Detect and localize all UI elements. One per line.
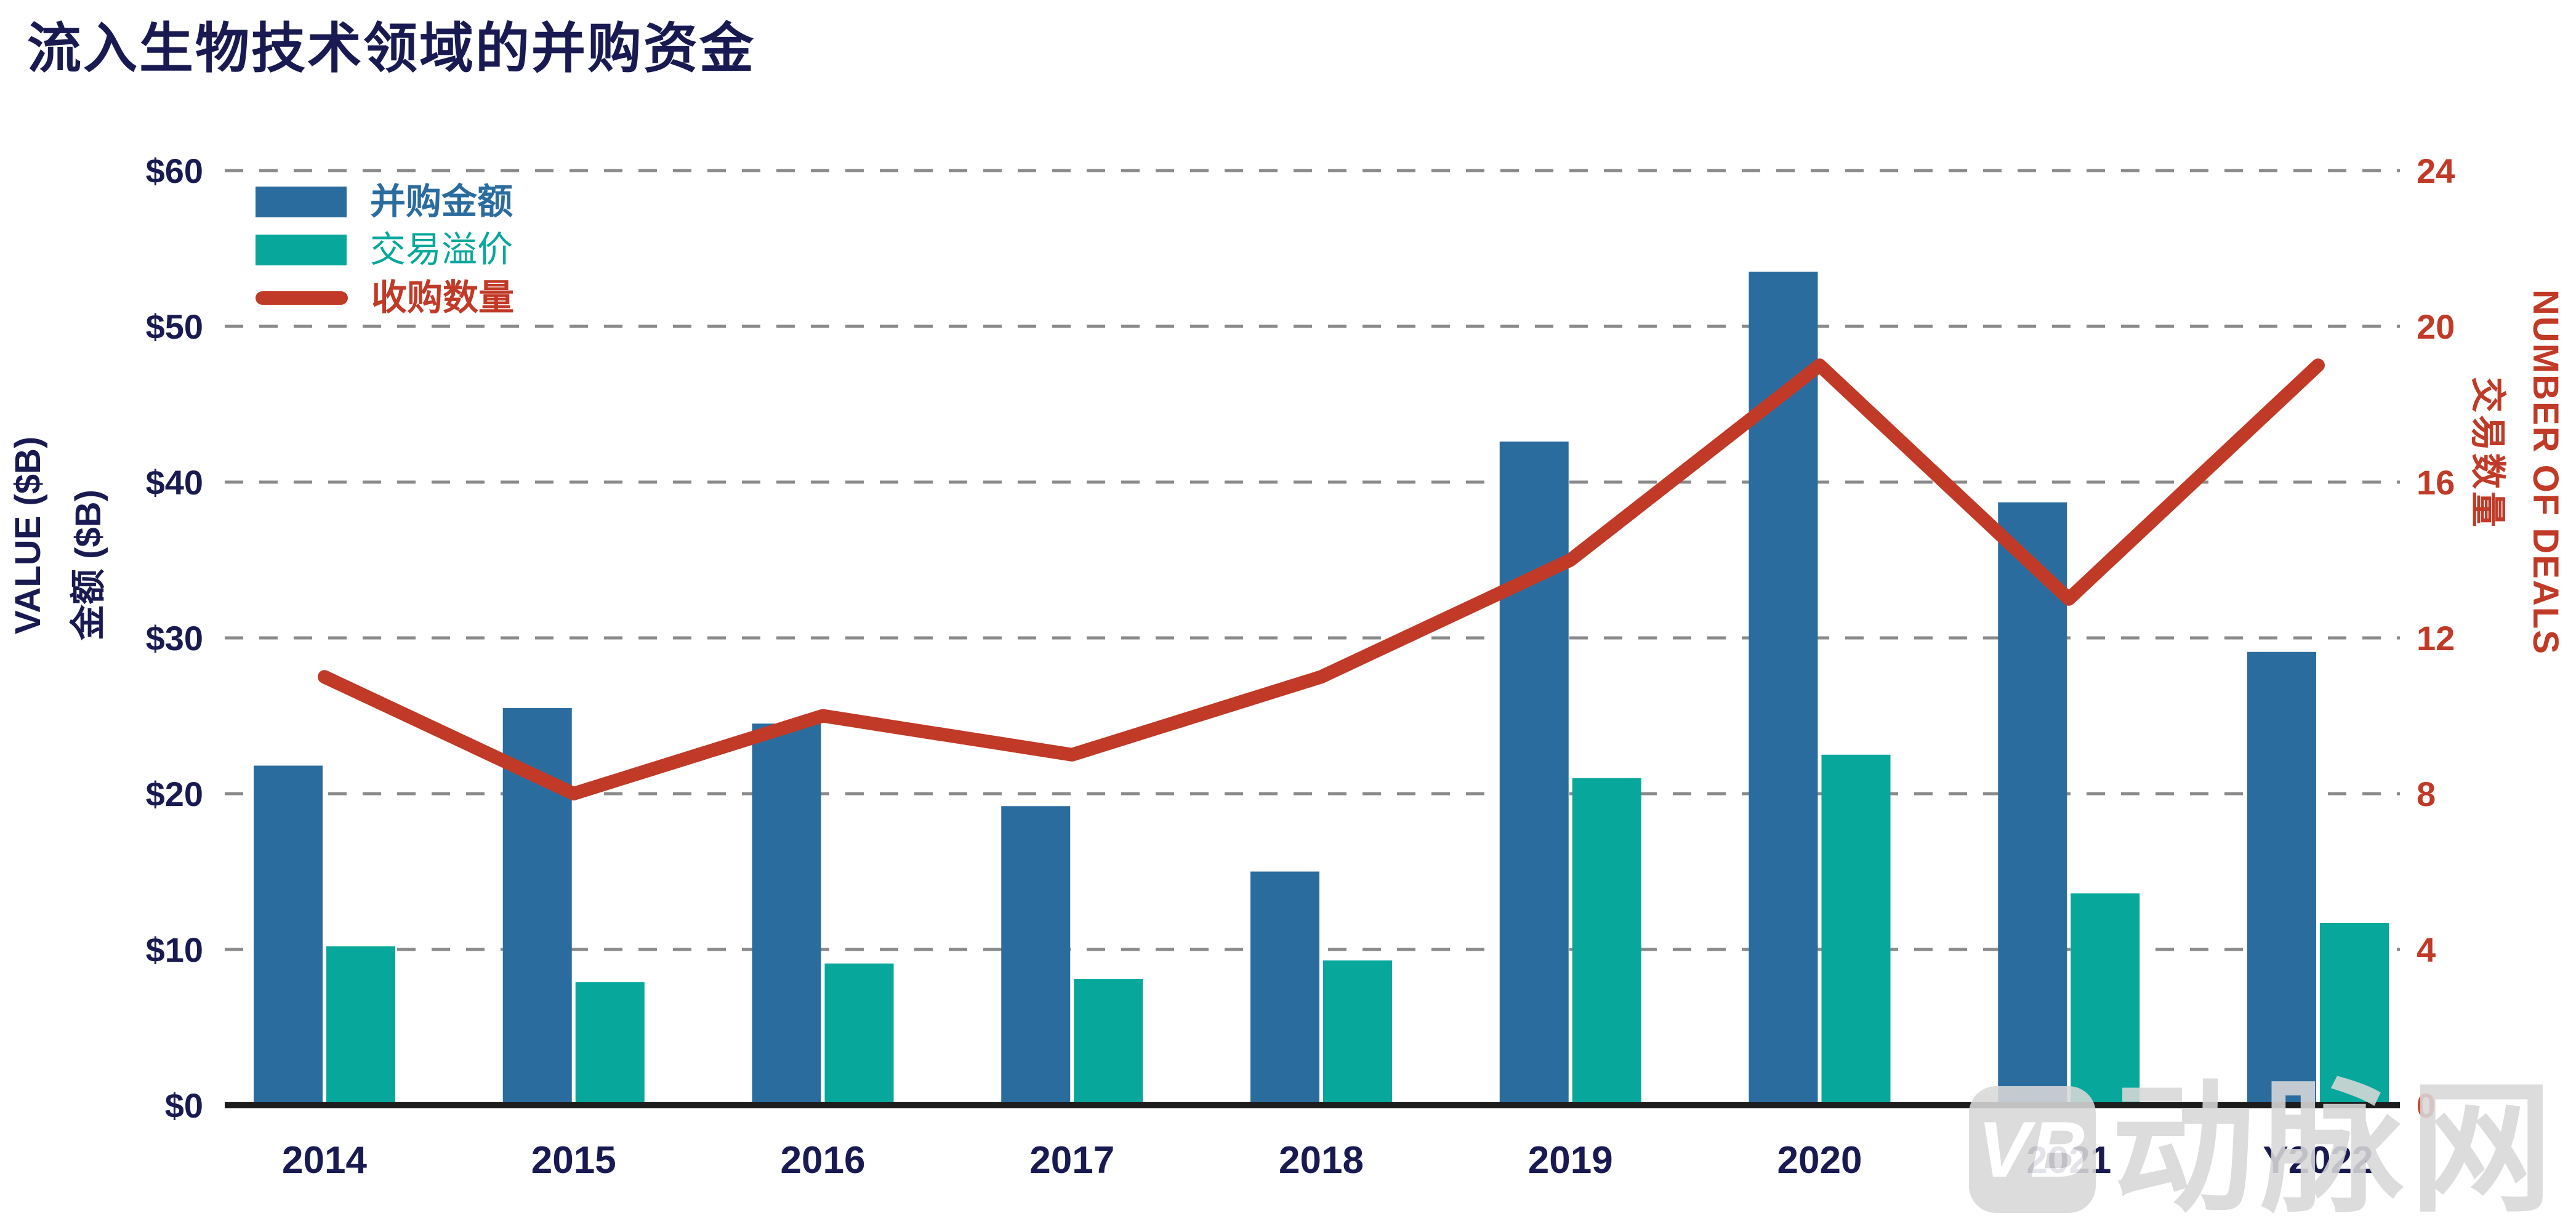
page-title: 流入生物技术领域的并购资金	[27, 18, 756, 79]
right-tick-label: 0	[2417, 1086, 2436, 1125]
bar-value-2019	[1499, 441, 1569, 1105]
bar-premium-2019	[1572, 778, 1641, 1105]
legend-label: 交易溢价	[370, 230, 513, 270]
legend-item-0: 并购金额	[256, 182, 514, 222]
legend-item-2: 收购数量	[256, 278, 515, 318]
bar-value-2017	[1001, 806, 1071, 1105]
left-tick-label: $20	[146, 775, 203, 813]
deals-line	[318, 358, 2325, 800]
right-axis-title-zh: 交易数量	[2468, 377, 2508, 530]
bar-premium-2017	[1074, 979, 1143, 1105]
right-tick-label: 4	[2417, 930, 2436, 969]
right-tick-label: 24	[2417, 151, 2455, 190]
left-tick-label: $10	[146, 930, 203, 969]
right-tick-label: 16	[2417, 463, 2455, 502]
legend-label: 并购金额	[370, 182, 513, 222]
bar-premium-2014	[326, 946, 395, 1105]
bar-value-2014	[254, 765, 323, 1105]
legend-bar-swatch	[256, 235, 347, 265]
legend-bar-swatch	[256, 187, 347, 217]
x-axis-label: 2018	[1279, 1139, 1364, 1182]
right-tick-label: 20	[2417, 307, 2455, 346]
bar-value-2021	[1998, 502, 2067, 1105]
bar-premium-2016	[824, 963, 894, 1105]
left-tick-label: $40	[146, 463, 203, 502]
x-axis-label: Y2022	[2263, 1139, 2373, 1182]
left-tick-label: $0	[165, 1086, 203, 1125]
x-axis-label: 2017	[1029, 1139, 1114, 1182]
bar-value-2018	[1250, 871, 1319, 1105]
right-tick-label: 8	[2417, 775, 2436, 813]
bar-premium-2021	[2071, 893, 2140, 1105]
right-tick-label: 12	[2417, 619, 2455, 658]
bar-premium-2015	[575, 982, 645, 1105]
left-tick-label: $30	[146, 619, 203, 658]
x-axis-label: 2019	[1528, 1139, 1613, 1182]
legend-line-swatch	[256, 291, 348, 305]
right-axis-title-en: NUMBER OF DEALS	[2526, 289, 2566, 655]
bar-value-Y2022	[2247, 651, 2316, 1105]
x-axis-label: 2020	[1777, 1139, 1862, 1182]
bar-value-2016	[752, 723, 821, 1105]
legend-label: 收购数量	[371, 278, 515, 318]
left-tick-label: $60	[146, 151, 203, 190]
x-axis-label: 2014	[282, 1139, 367, 1182]
x-axis-label: 2015	[531, 1139, 616, 1182]
x-axis-label: 2016	[781, 1139, 866, 1182]
x-axis-label: 2021	[2026, 1139, 2111, 1182]
chart-legend: 并购金额交易溢价收购数量	[256, 182, 515, 318]
bar-premium-Y2022	[2320, 922, 2389, 1105]
left-axis-title-en: VALUE ($B)	[8, 436, 48, 634]
left-tick-label: $50	[146, 307, 203, 346]
legend-item-1: 交易溢价	[256, 230, 514, 270]
left-axis-title-zh: 金额 ($B)	[68, 490, 108, 640]
bar-premium-2018	[1323, 960, 1392, 1105]
bar-premium-2020	[1821, 754, 1891, 1105]
